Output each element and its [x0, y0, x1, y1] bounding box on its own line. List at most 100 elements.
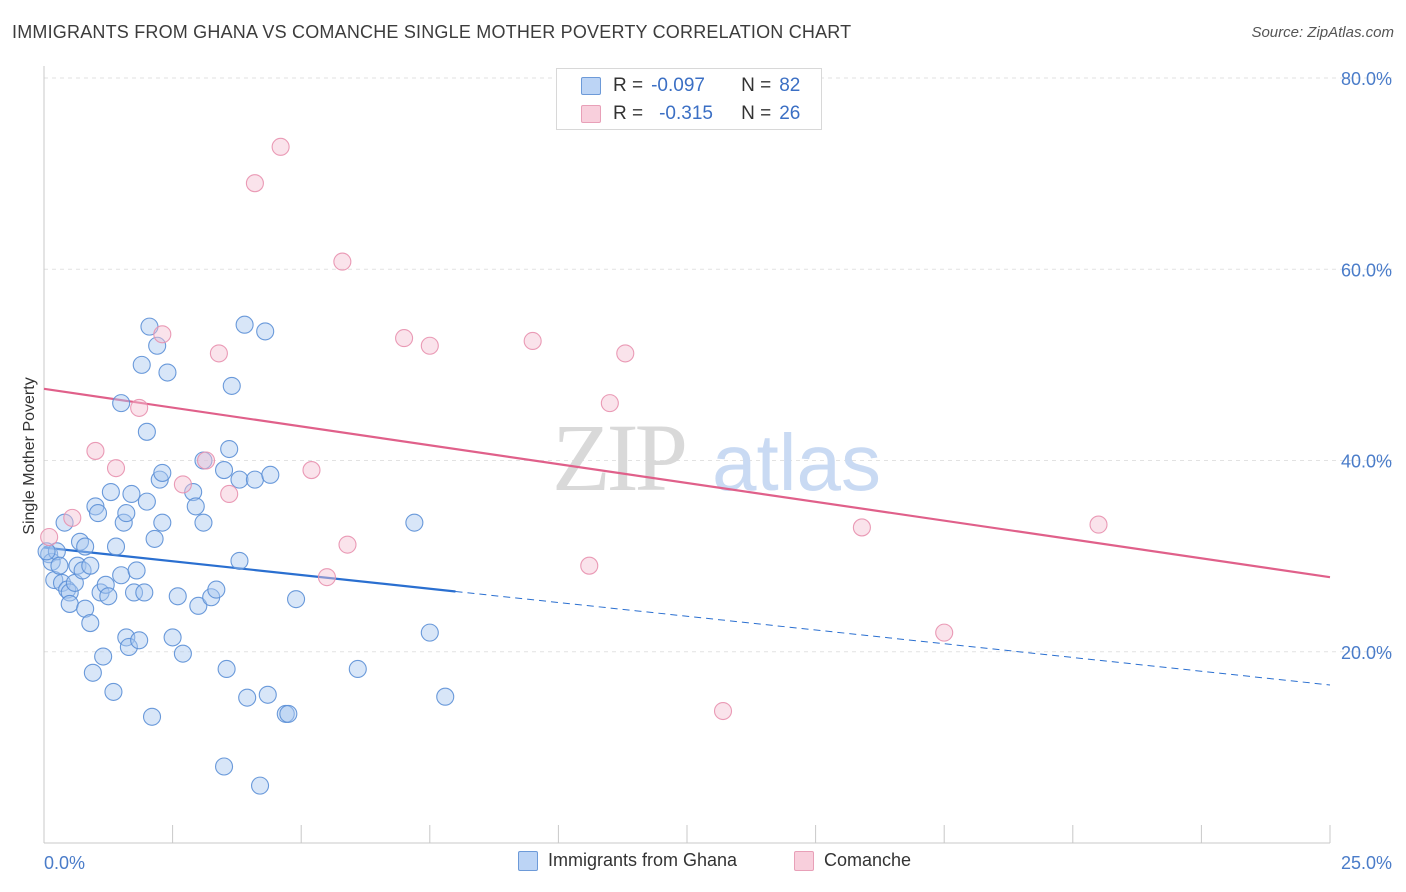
source-label: Source: ZipAtlas.com [1251, 24, 1394, 41]
legend-r-value: -0.097 [651, 75, 705, 96]
point-ghana [142, 707, 162, 726]
point-ghana [194, 513, 213, 532]
point-comanche [600, 394, 619, 413]
legend-row-comanche: R = -0.315 N = 26 [581, 101, 800, 127]
legend-r-label: R = [613, 75, 644, 96]
watermark: ZIP atlas [552, 404, 881, 511]
point-ghana [258, 685, 277, 704]
watermark-atlas: atlas [712, 418, 881, 507]
legend-swatch-blue [518, 850, 538, 871]
y-tick-label: 20.0% [1341, 643, 1392, 663]
point-comanche [420, 336, 439, 355]
point-ghana [436, 687, 455, 706]
point-ghana [122, 484, 141, 504]
point-ghana [250, 776, 270, 795]
y-tick-labels: 20.0% 40.0% 60.0% 80.0% [1341, 69, 1392, 663]
point-comanche [173, 475, 192, 494]
point-ghana [279, 704, 298, 723]
point-comanche [580, 556, 599, 575]
point-comanche [333, 252, 352, 271]
point-ghana [81, 556, 100, 575]
point-ghana [173, 644, 192, 663]
legend-swatch-pink [794, 850, 814, 871]
point-comanche [852, 518, 871, 537]
point-ghana [127, 561, 146, 580]
point-comanche [106, 459, 126, 478]
point-ghana [101, 483, 120, 502]
point-ghana [261, 465, 280, 484]
point-ghana [70, 532, 90, 551]
point-ghana [184, 483, 203, 502]
point-comanche [302, 461, 321, 480]
trendline-comanche [43, 387, 1331, 579]
point-ghana [256, 322, 275, 341]
watermark-zip: ZIP [552, 404, 685, 511]
point-ghana [189, 596, 208, 615]
legend-n-value: 82 [779, 75, 801, 96]
legend-item-ghana: Immigrants from Ghana [518, 850, 737, 871]
point-ghana [153, 463, 172, 482]
point-comanche [1089, 515, 1108, 534]
point-comanche [130, 398, 149, 417]
point-ghana [245, 470, 264, 489]
point-ghana [137, 492, 156, 511]
point-ghana [76, 537, 95, 556]
point-comanche [616, 344, 635, 363]
data-points [37, 137, 1108, 795]
legend-row-ghana: R = -0.097 N = 82 [581, 73, 800, 99]
point-ghana [88, 504, 108, 523]
point-ghana [112, 566, 131, 585]
point-comanche [317, 568, 336, 587]
chart-title: IMMIGRANTS FROM GHANA VS COMANCHE SINGLE… [12, 22, 852, 42]
point-comanche [220, 484, 239, 504]
point-comanche [63, 508, 82, 527]
x-tick-labels: 0.0% 25.0% [44, 853, 1392, 873]
point-ghana [130, 631, 149, 650]
legend-r-label: R = [613, 103, 644, 124]
legend-swatch-pink [581, 105, 601, 123]
point-ghana [186, 497, 205, 516]
point-ghana [207, 580, 226, 599]
point-comanche [245, 174, 264, 193]
point-ghana [124, 583, 144, 602]
point-comanche [338, 535, 357, 554]
point-comanche [196, 451, 216, 470]
point-ghana [76, 599, 95, 618]
point-ghana [106, 537, 126, 556]
point-comanche [86, 441, 105, 460]
point-ghana [230, 551, 249, 570]
trendlines [43, 387, 1331, 686]
point-ghana [148, 336, 167, 355]
legend-label-comanche: Comanche [824, 850, 912, 870]
legend-n-value: 26 [779, 103, 801, 124]
point-ghana [145, 529, 164, 548]
point-ghana [158, 363, 177, 382]
point-ghana [420, 623, 439, 642]
point-ghana [81, 614, 100, 633]
point-ghana [99, 587, 118, 606]
point-ghana [217, 659, 236, 679]
point-ghana [37, 542, 56, 561]
point-ghana [220, 439, 239, 459]
point-ghana [214, 461, 234, 480]
point-ghana [168, 587, 187, 606]
point-ghana [230, 470, 249, 489]
point-ghana [348, 659, 367, 679]
point-ghana [47, 542, 66, 561]
point-comanche [395, 329, 414, 348]
legend-r-value: -0.315 [659, 103, 713, 124]
point-comanche [523, 331, 542, 351]
x-tick-label: 0.0% [44, 853, 85, 873]
point-ghana [104, 682, 123, 701]
point-ghana [135, 583, 154, 602]
point-ghana [132, 355, 151, 374]
point-comanche [713, 701, 733, 721]
point-ghana [58, 580, 77, 599]
point-ghana [112, 394, 131, 413]
point-comanche [40, 527, 59, 547]
point-ghana [68, 556, 87, 575]
point-ghana [214, 757, 234, 776]
point-ghana [238, 688, 257, 707]
y-axis-title: Single Mother Poverty [21, 377, 38, 534]
